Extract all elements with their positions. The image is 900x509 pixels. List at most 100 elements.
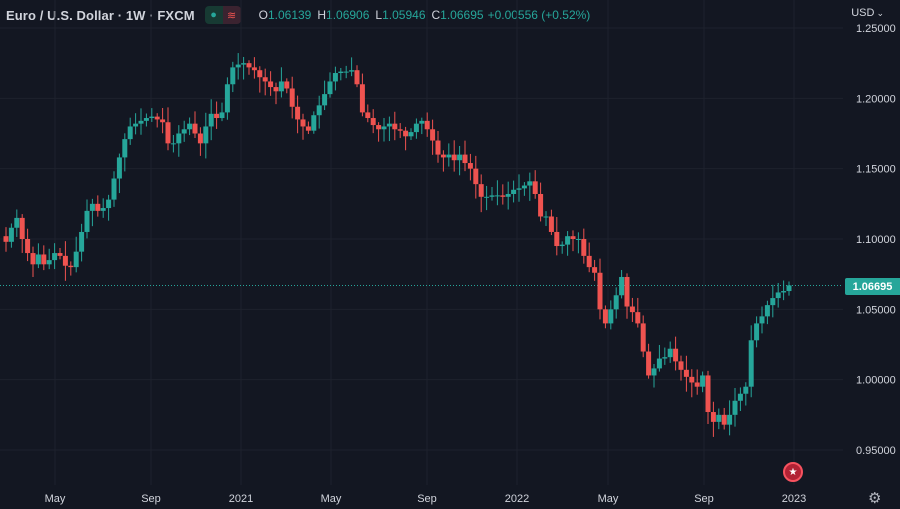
candle-body	[478, 184, 484, 197]
candle-body	[149, 116, 155, 119]
candle-body	[705, 375, 711, 413]
x-tick-label: 2022	[505, 493, 529, 505]
candle-body	[143, 118, 149, 121]
candle-body	[181, 129, 187, 134]
candle-body	[592, 267, 598, 273]
candle-body	[365, 112, 371, 119]
candle-body	[575, 239, 581, 240]
x-tick-label: 2021	[229, 493, 253, 505]
us-flag-event-icon[interactable]: ★	[783, 462, 803, 482]
candle-body	[451, 154, 457, 161]
candle-body	[619, 276, 625, 296]
candle-body	[89, 203, 95, 211]
ohlc-values: O 1.06139 H 1.06906 L 1.05946 C 1.06695	[253, 8, 484, 22]
candle-body	[311, 115, 317, 131]
candle-body	[743, 386, 749, 394]
ohlc-low-key: L	[375, 8, 383, 22]
candle-body	[262, 77, 268, 82]
candle-body	[35, 254, 41, 265]
candle-body	[208, 113, 214, 127]
price-change: +0.00556 (+0.52%)	[487, 8, 591, 22]
symbol-title[interactable]: Euro / U.S. Dollar · 1W · FXCM	[6, 7, 195, 23]
candle-body	[516, 188, 522, 190]
candle-body	[268, 81, 274, 88]
x-tick-label: Sep	[694, 493, 714, 505]
candle-body	[192, 123, 198, 134]
candle-body	[41, 254, 47, 265]
candle-body	[3, 236, 9, 242]
candle-body	[786, 285, 792, 292]
candle-body	[176, 133, 182, 144]
candle-body	[430, 129, 436, 141]
wave-icon[interactable]: ≋	[222, 6, 241, 24]
series-toggle-group[interactable]: ● ≋	[204, 6, 241, 24]
y-tick-label: 0.95000	[856, 445, 896, 457]
dot-icon[interactable]: ●	[204, 6, 223, 24]
candle-body	[370, 118, 376, 126]
currency-selector[interactable]: USD ⌄	[851, 7, 884, 19]
candle-body	[246, 63, 252, 68]
candle-body	[635, 312, 641, 324]
y-tick-label: 1.25000	[856, 23, 896, 35]
candle-body	[230, 67, 236, 85]
candle-body	[424, 120, 430, 130]
candle-body	[376, 125, 382, 130]
candle-body	[95, 203, 101, 211]
x-tick-label: May	[321, 493, 342, 505]
candle-body	[500, 195, 506, 197]
candle-body	[473, 168, 479, 185]
gear-icon[interactable]: ⚙	[868, 490, 882, 507]
candle-body	[111, 178, 117, 200]
candle-body	[689, 376, 695, 383]
chart-legend-header: Euro / U.S. Dollar · 1W · FXCM ● ≋ O 1.06…	[0, 0, 590, 30]
y-tick-label: 1.20000	[856, 93, 896, 105]
candle-body	[46, 260, 52, 265]
candle-body	[295, 106, 301, 120]
candle-body	[14, 217, 20, 228]
candle-body	[381, 126, 387, 130]
candle-body	[700, 375, 706, 387]
candle-body	[138, 120, 144, 124]
candle-body	[521, 185, 527, 189]
ohlc-close-value: 1.06695	[440, 8, 484, 22]
candle-body	[403, 130, 409, 137]
candle-body	[224, 84, 230, 113]
candle-body	[597, 272, 603, 310]
candle-body	[570, 236, 576, 239]
candle-body	[624, 276, 630, 307]
x-tick-label: May	[598, 493, 619, 505]
candle-body	[716, 414, 722, 422]
candle-body	[154, 116, 160, 120]
candle-body	[349, 70, 355, 72]
candle-body	[732, 400, 738, 415]
candle-body	[62, 255, 68, 266]
candle-body	[646, 351, 652, 376]
candle-body	[273, 87, 279, 92]
candle-body	[494, 195, 500, 197]
candle-body	[57, 253, 63, 256]
candle-body	[543, 216, 549, 218]
candle-body	[511, 189, 517, 194]
y-tick-label: 1.15000	[856, 164, 896, 176]
candle-body	[322, 94, 328, 106]
candle-body	[165, 122, 171, 144]
candle-body	[581, 239, 587, 256]
candle-body	[170, 143, 176, 145]
candle-body	[484, 196, 490, 198]
candle-body	[187, 123, 193, 130]
candle-body	[727, 414, 733, 425]
candle-body	[721, 414, 727, 425]
candle-body	[235, 64, 241, 68]
candle-body	[73, 251, 79, 268]
candle-body	[629, 306, 635, 313]
ohlc-high-value: 1.06906	[326, 8, 370, 22]
candle-body	[764, 305, 770, 317]
last-price-label: 1.06695	[845, 278, 900, 295]
candle-body	[106, 199, 112, 209]
candle-body	[554, 231, 560, 247]
candle-body	[527, 181, 533, 186]
candle-body	[640, 323, 646, 352]
candle-body	[214, 113, 220, 119]
candle-body	[160, 119, 166, 123]
